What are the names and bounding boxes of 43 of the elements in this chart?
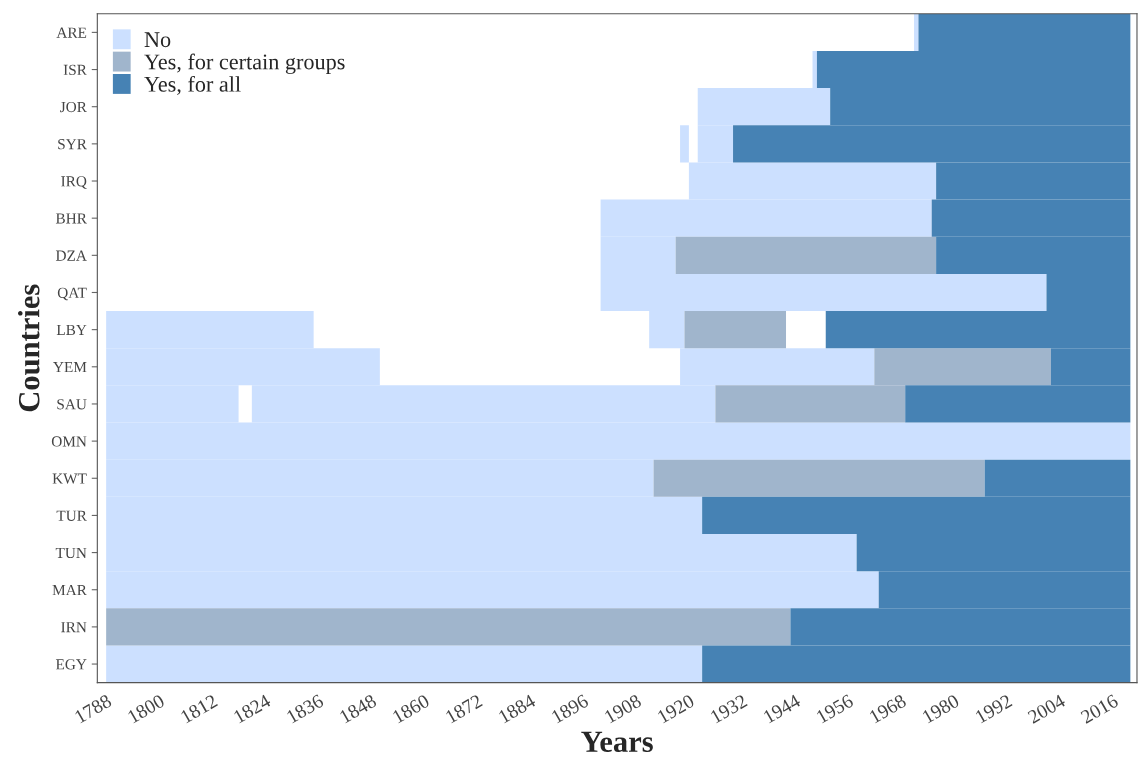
y-tick-label: IRQ	[61, 176, 87, 189]
x-tick-label: 1992	[974, 694, 1013, 724]
x-tick-label: 1944	[762, 693, 802, 724]
y-tick-label: YEM	[53, 362, 87, 373]
x-tick-label: 2016	[1080, 693, 1120, 724]
y-axis-title: Countries	[17, 284, 40, 412]
x-tick-label: 1920	[656, 693, 696, 724]
y-tick-label: DZA	[55, 250, 87, 261]
y-tick-label: IRN	[61, 622, 87, 633]
x-tick-label: 1896	[551, 693, 590, 724]
y-tick-label: TUN	[55, 547, 87, 559]
legend-label: No	[144, 32, 171, 48]
y-tick-label: TUR	[56, 510, 87, 521]
y-tick-label: BHR	[55, 213, 87, 224]
x-tick-label: 1824	[233, 693, 272, 724]
x-tick-label: 1908	[604, 693, 643, 724]
y-tick-label: MAR	[52, 584, 87, 596]
x-tick-label: 1932	[709, 694, 748, 724]
y-tick-label: QAT	[57, 287, 87, 301]
legend-label: Yes, for certain groups	[144, 53, 345, 74]
y-tick-label: SAU	[57, 399, 87, 410]
x-tick-label: 1812	[180, 694, 219, 724]
x-tick-label: 1836	[286, 693, 325, 724]
y-tick-label: ISR	[63, 64, 87, 75]
x-tick-label: 1872	[445, 694, 483, 724]
x-tick-label: 1956	[815, 693, 855, 724]
y-tick-label: ARE	[56, 27, 87, 38]
legend-label: Yes, for all	[144, 75, 241, 95]
x-tick-label: 1788	[74, 693, 113, 724]
x-tick-label: 1848	[339, 693, 378, 724]
x-tick-label: 1968	[868, 693, 907, 724]
x-tick-label: 1860	[392, 693, 431, 724]
x-tick-label: 1980	[921, 693, 960, 724]
y-tick-label: EGY	[55, 659, 87, 670]
y-tick-label: LBY	[56, 324, 87, 335]
y-tick-label: SYR	[58, 139, 87, 150]
y-tick-label: KWT	[52, 473, 87, 484]
y-tick-label: JOR	[60, 101, 87, 113]
x-tick-label: 1800	[127, 693, 166, 724]
x-tick-label: 1884	[498, 693, 537, 724]
y-tick-label: OMN	[51, 436, 87, 447]
x-axis-title: Years	[581, 731, 653, 753]
x-tick-label: 2004	[1027, 693, 1067, 724]
